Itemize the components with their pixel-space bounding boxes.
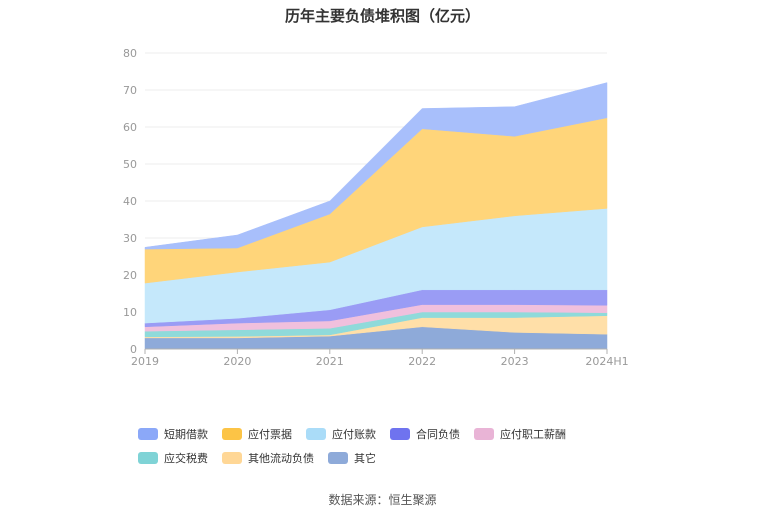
- legend-label: 应交税费: [164, 452, 208, 465]
- legend-item[interactable]: 应付职工薪酬: [474, 427, 566, 441]
- legend-label: 应付账款: [332, 428, 376, 441]
- y-tick-label: 50: [123, 158, 137, 171]
- legend-swatch: [390, 428, 410, 440]
- legend-label: 应付票据: [248, 428, 292, 441]
- legend-swatch: [138, 428, 158, 440]
- legend-swatch: [222, 428, 242, 440]
- legend-swatch: [222, 452, 242, 464]
- legend-swatch: [138, 452, 158, 464]
- legend-item[interactable]: 其它: [328, 451, 376, 465]
- legend-label: 其他流动负债: [248, 452, 314, 465]
- area-series-layer: [144, 82, 608, 350]
- y-tick-label: 70: [123, 84, 137, 97]
- x-tick-label: 2022: [408, 355, 436, 368]
- legend-item[interactable]: 应付票据: [222, 427, 292, 441]
- x-tick-label: 2023: [501, 355, 529, 368]
- y-tick-label: 30: [123, 232, 137, 245]
- legend-item[interactable]: 合同负债: [390, 427, 460, 441]
- legend-item[interactable]: 短期借款: [138, 427, 208, 441]
- legend-item[interactable]: 应交税费: [138, 451, 208, 465]
- y-tick-label: 40: [123, 195, 137, 208]
- legend-label: 短期借款: [164, 428, 208, 441]
- y-tick-label: 60: [123, 121, 137, 134]
- area-series-7: [144, 82, 608, 250]
- legend-label: 应付职工薪酬: [500, 428, 566, 441]
- legend-label: 合同负债: [416, 428, 460, 441]
- source-note: 数据来源：恒生聚源: [328, 493, 437, 507]
- y-tick-label: 10: [123, 306, 137, 319]
- x-tick-label: 2019: [131, 355, 159, 368]
- axes: 0 10 20 30 40 50 60 70 80 2019 2020 2021 2022 2023 202…: [123, 47, 629, 368]
- legend-label: 其它: [354, 452, 376, 465]
- y-tick-label: 20: [123, 269, 137, 282]
- legend-swatch: [328, 452, 348, 464]
- legend-swatch: [306, 428, 326, 440]
- legend: 短期借款 应付票据 应付账款 合同负债 应付职工薪酬应交税费 其他流动负债 其它: [138, 425, 658, 473]
- y-tick-label: 80: [123, 47, 137, 60]
- legend-item[interactable]: 应付账款: [306, 427, 376, 441]
- legend-item[interactable]: 其他流动负债: [222, 451, 314, 465]
- legend-swatch: [474, 428, 494, 440]
- x-tick-label: 2021: [316, 355, 344, 368]
- x-tick-label: 2020: [223, 355, 251, 368]
- chart-title: 历年主要负债堆积图（亿元）: [284, 7, 480, 25]
- y-tick-label: 0: [130, 343, 137, 356]
- x-tick-label: 2024H1: [585, 355, 628, 368]
